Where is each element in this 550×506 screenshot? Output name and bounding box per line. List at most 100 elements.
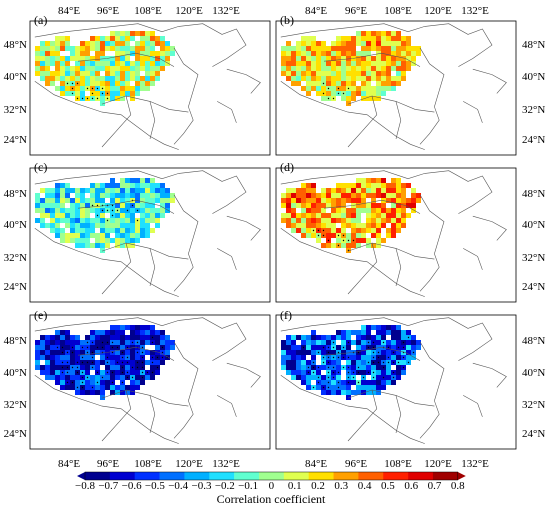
significance-dot	[56, 346, 59, 349]
grid-cell	[326, 61, 331, 66]
grid-cell	[115, 76, 120, 81]
grid-cell	[371, 203, 376, 208]
grid-cell	[150, 81, 155, 86]
significance-dot	[116, 346, 119, 349]
panel-label-d: (d)	[280, 160, 294, 174]
grid-cell	[336, 71, 341, 76]
grid-cell	[105, 365, 110, 370]
grid-cell	[371, 228, 376, 233]
boundary-line	[226, 215, 261, 241]
grid-cell	[301, 76, 306, 81]
significance-dot	[86, 87, 89, 90]
boundary-line	[77, 346, 175, 361]
significance-dot	[71, 351, 74, 354]
grid-cell	[40, 223, 45, 228]
grid-cell	[155, 56, 160, 61]
grid-cell	[361, 193, 366, 198]
significance-dot	[126, 356, 129, 359]
right-lat-row1-32: 32°N	[522, 104, 545, 116]
grid-cell	[105, 345, 110, 350]
grid-cell	[130, 385, 135, 390]
grid-cell	[371, 66, 376, 71]
grid-cell	[35, 51, 40, 56]
significance-dot	[126, 376, 129, 379]
grid-cell	[381, 61, 386, 66]
grid-cell	[371, 325, 376, 330]
grid-cell	[406, 46, 411, 51]
grid-cell	[145, 51, 150, 56]
grid-cell	[331, 218, 336, 223]
grid-cell	[90, 208, 95, 213]
grid-cell	[296, 56, 301, 61]
grid-cell	[361, 66, 366, 71]
grid-cell	[125, 218, 130, 223]
grid-cell	[381, 223, 386, 228]
grid-cell	[35, 340, 40, 345]
grid-cell	[95, 350, 100, 355]
cb-tick-label-7: −0.2	[215, 480, 235, 492]
grid-cell	[120, 385, 125, 390]
grid-cell	[376, 370, 381, 375]
grid-cell	[95, 51, 100, 56]
cb-tick-label-15: 0.6	[404, 480, 418, 492]
grid-cell	[291, 66, 296, 71]
significance-dot	[317, 229, 320, 232]
grid-cell	[140, 228, 145, 233]
grid-cell	[306, 61, 311, 66]
grid-cell	[40, 335, 45, 340]
significance-dot	[71, 366, 74, 369]
grid-cell	[281, 340, 286, 345]
grid-cell	[321, 335, 326, 340]
grid-cell	[135, 385, 140, 390]
grid-cell	[95, 385, 100, 390]
significance-dot	[327, 351, 330, 354]
grid-cell	[306, 203, 311, 208]
grid-cell	[391, 188, 396, 193]
grid-cell	[75, 56, 80, 61]
grid-cell	[306, 71, 311, 76]
grid-cell	[105, 61, 110, 66]
significance-dot	[141, 361, 144, 364]
colorbar-segment	[383, 472, 409, 480]
grid-cell	[301, 86, 306, 91]
grid-cell	[326, 66, 331, 71]
grid-cell	[145, 183, 150, 188]
grid-cell	[50, 193, 55, 198]
grid-cell	[135, 81, 140, 86]
grid-cell	[346, 96, 351, 101]
grid-cell	[336, 41, 341, 46]
cb-tick-label-5: −0.4	[168, 480, 188, 492]
grid-cell	[75, 390, 80, 395]
grid-cell	[125, 385, 130, 390]
top-lon-label-4: 120°E	[175, 5, 203, 17]
grid-cell	[50, 365, 55, 370]
grid-cell	[80, 193, 85, 198]
grid-cell	[105, 243, 110, 248]
grid-cell	[100, 243, 105, 248]
grid-cell	[361, 360, 366, 365]
grid-cell	[346, 36, 351, 41]
grid-cell	[90, 218, 95, 223]
boundary-line	[34, 23, 247, 67]
grid-cell	[50, 208, 55, 213]
grid-cell	[346, 385, 351, 390]
grid-cell	[351, 243, 356, 248]
grid-cell	[135, 335, 140, 340]
significance-dot	[141, 371, 144, 374]
grid-cell	[351, 81, 356, 86]
grid-cell	[110, 355, 115, 360]
grid-cell	[150, 31, 155, 36]
grid-cell	[396, 41, 401, 46]
significance-dot	[397, 346, 400, 349]
significance-dot	[111, 371, 114, 374]
grid-cell	[346, 233, 351, 238]
significance-dot	[86, 361, 89, 364]
grid-cell	[386, 198, 391, 203]
grid-cell	[291, 193, 296, 198]
grid-cell	[301, 41, 306, 46]
significance-dot	[71, 82, 74, 85]
grid-cell	[55, 218, 60, 223]
grid-cell	[401, 208, 406, 213]
significance-dot	[327, 356, 330, 359]
grid-cell	[150, 76, 155, 81]
